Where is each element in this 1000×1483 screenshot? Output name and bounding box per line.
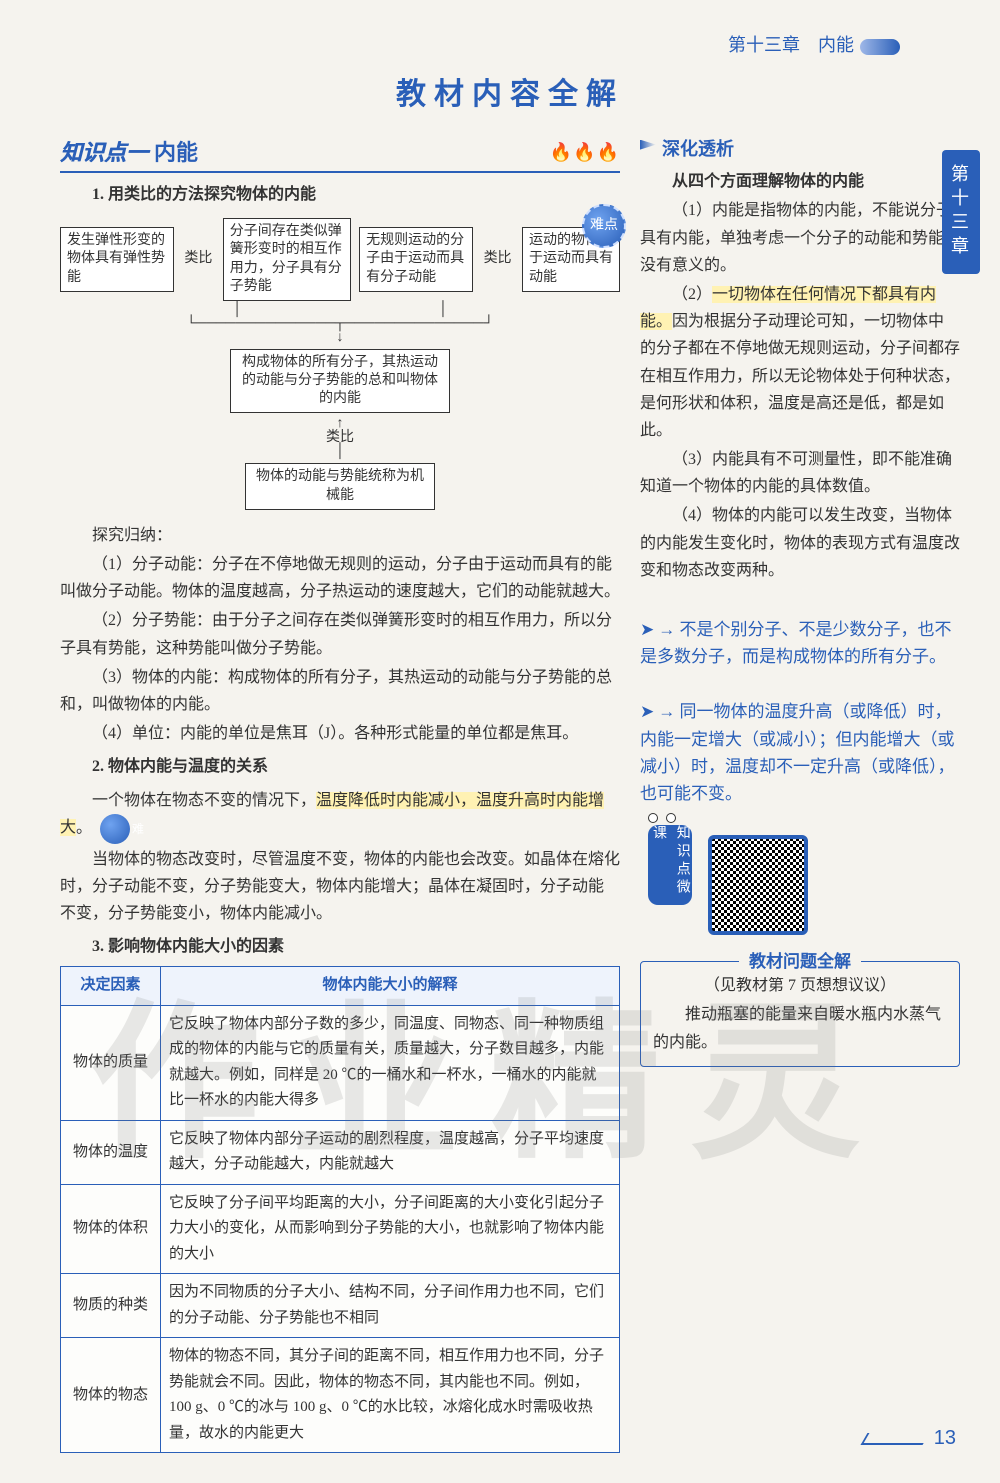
paragraph: （2）分子势能：由于分子之间存在类似弹簧形变时的相互作用力，所以分子具有势能，这… — [60, 607, 620, 661]
subheading-3: 3. 影响物体内能大小的因素 — [60, 933, 620, 960]
paragraph: （4）物体的内能可以发生改变，当物体的内能发生变化时，物体的表现方式有温度改变和… — [640, 502, 960, 584]
diagram-box: 分子间存在类似弹簧形变时的相互作用力，分子具有分子势能 — [223, 218, 351, 301]
analogy-label: 类比 — [182, 250, 214, 268]
table-row: 物体的温度它反映了物体内部分子运动的剧烈程度，温度越高，分子平均速度越大，分子动… — [61, 1120, 620, 1184]
table-header: 物体内能大小的解释 — [161, 967, 620, 1006]
analysis-lead: 从四个方面理解物体的内能 — [640, 168, 960, 195]
subheading-1: 1. 用类比的方法探究物体的内能 — [60, 181, 620, 208]
analysis-header: 深化透析 — [640, 134, 960, 165]
page-number: 13 — [864, 1421, 956, 1455]
inquiry-lead: 探究归纳： — [60, 522, 620, 549]
diagram-box: 无规则运动的分子由于运动而具有分子动能 — [359, 227, 473, 292]
paragraph: （3）物体的内能：构成物体的所有分子，其热运动的动能与分子势能的总和，叫做物体的… — [60, 664, 620, 718]
textbook-qa-box: 教材问题全解 （见教材第 7 页想想议议） 推动瓶塞的能量来自暖水瓶内水蒸气的内… — [640, 961, 960, 1067]
table-row: 物体的物态物体的物态不同，其分子间的距离不同，相互作用力也不同，分子势能就会不同… — [61, 1338, 620, 1453]
analogy-label: 类比 — [482, 250, 514, 268]
chapter-header: 第十三章 内能 — [60, 30, 960, 61]
table-row: 物体的体积它反映了分子间平均距离的大小，分子间距离的大小变化引起分子力大小的变化… — [61, 1184, 620, 1274]
paragraph: （1）分子动能：分子在不停地做无规则的运动，分子由于运动而具有的能叫做分子动能。… — [60, 551, 620, 605]
table-row: 物体的质量它反映了物体内部分子数的多少，同温度、同物态、同一种物质组成的物体的内… — [61, 1005, 620, 1120]
paragraph: （1）内能是指物体的内能，不能说分子具有内能，单独考虑一个分子的动能和势能是没有… — [640, 197, 960, 279]
table-header: 决定因素 — [61, 967, 161, 1006]
mascot-icon: 知识点微课 — [640, 825, 700, 935]
paragraph: （3）内能具有不可测量性，即不能准确知道一个物体的内能的具体数值。 — [640, 446, 960, 500]
side-chapter-tab: 第十三章 — [942, 150, 980, 274]
qa-title: 教材问题全解 — [739, 948, 861, 977]
handwritten-note: ➤→ 不是个别分子、不是少数分子，也不是多数分子，而是构成物体的所有分子。 — [640, 616, 960, 670]
difficulty-flames-icon: 🔥🔥🔥 — [550, 137, 620, 168]
qr-code[interactable] — [708, 835, 808, 935]
paragraph: （4）单位：内能的单位是焦耳（J）。各种形式能量的单位都是焦耳。 — [60, 720, 620, 747]
diagram-box-center: 构成物体的所有分子，其热运动的动能与分子势能的总和叫物体的内能 — [230, 349, 450, 414]
paragraph: 当物体的物态改变时，尽管温度不变，物体的内能也会改变。如晶体在熔化时，分子动能不… — [60, 846, 620, 928]
analogy-diagram: 难点 发生弹性形变的物体具有弹性势能 类比 分子间存在类似弹簧形变时的相互作用力… — [60, 214, 620, 520]
subheading-2: 2. 物体内能与温度的关系 — [60, 753, 620, 780]
table-row: 物质的种类因为不同物质的分子大小、结构不同，分子间作用力也不同，它们的分子动能、… — [61, 1274, 620, 1338]
page-title: 教材内容全解 — [60, 69, 960, 120]
paragraph: 一个物体在物态不变的情况下，温度降低时内能减小，温度升高时内能增大。 难点 — [60, 787, 620, 844]
diagram-box: 发生弹性形变的物体具有弹性势能 — [60, 227, 174, 292]
difficulty-badge: 难点 — [582, 204, 626, 248]
handwritten-note: ➤→ 同一物体的温度升高（或降低）时，内能一定增大（或减小）；但内能增大（或减小… — [640, 698, 960, 807]
difficulty-badge-small: 难点 — [100, 814, 130, 844]
diagram-box-bottom: 物体的动能与势能统称为机械能 — [245, 463, 435, 509]
paragraph: （2）一切物体在任何情况下都具有内能。因为根据分子动理论可知，一切物体中的分子都… — [640, 281, 960, 444]
factors-table: 决定因素 物体内能大小的解释 物体的质量它反映了物体内部分子数的多少，同温度、同… — [60, 966, 620, 1453]
qa-answer: 推动瓶塞的能量来自暖水瓶内水蒸气的内能。 — [653, 1001, 947, 1055]
knowledge-point-header: 知识点一内能 🔥🔥🔥 — [60, 134, 620, 173]
